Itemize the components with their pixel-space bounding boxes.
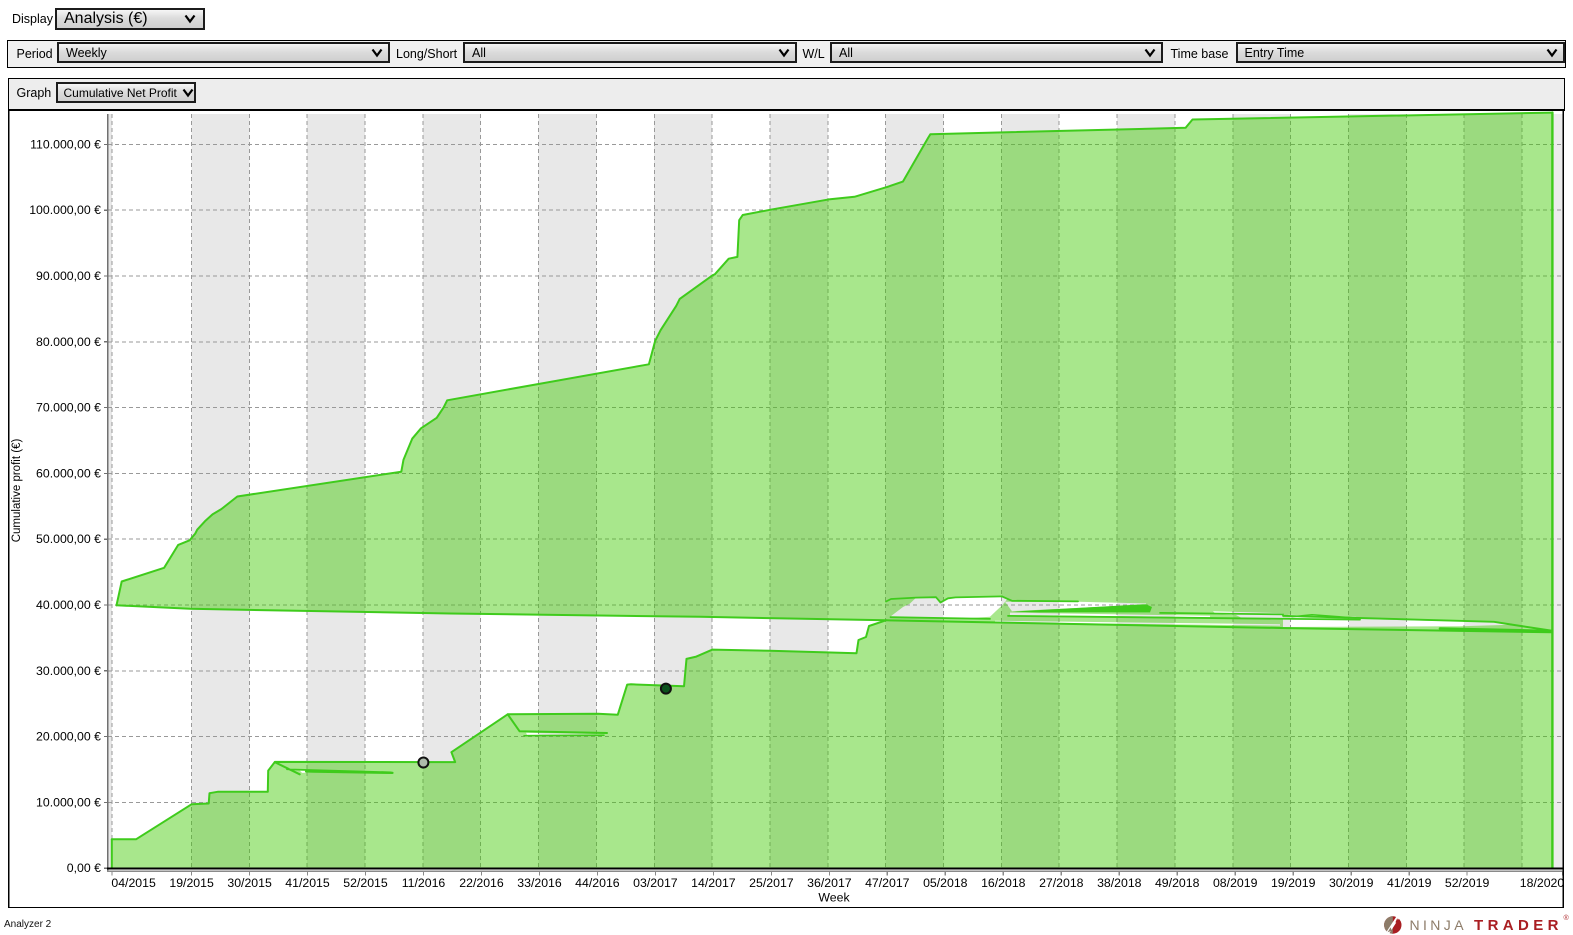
svg-text:22/2016: 22/2016 <box>459 876 504 890</box>
svg-text:52/2019: 52/2019 <box>1445 876 1490 890</box>
svg-text:44/2016: 44/2016 <box>575 876 620 890</box>
svg-text:20.000,00 €: 20.000,00 € <box>36 730 101 744</box>
svg-text:52/2015: 52/2015 <box>343 876 388 890</box>
svg-text:49/2018: 49/2018 <box>1155 876 1200 890</box>
svg-text:10.000,00 €: 10.000,00 € <box>36 795 101 809</box>
svg-text:05/2018: 05/2018 <box>923 876 968 890</box>
svg-text:90.000,00 €: 90.000,00 € <box>36 269 101 283</box>
svg-text:30/2015: 30/2015 <box>227 876 272 890</box>
svg-text:38/2018: 38/2018 <box>1097 876 1142 890</box>
svg-text:19/2019: 19/2019 <box>1271 876 1316 890</box>
svg-text:50.000,00 €: 50.000,00 € <box>36 532 101 546</box>
svg-text:03/2017: 03/2017 <box>633 876 678 890</box>
svg-text:47/2017: 47/2017 <box>865 876 910 890</box>
svg-text:36/2017: 36/2017 <box>807 876 852 890</box>
svg-text:70.000,00 €: 70.000,00 € <box>36 401 101 415</box>
svg-text:41/2019: 41/2019 <box>1387 876 1432 890</box>
svg-text:33/2016: 33/2016 <box>517 876 562 890</box>
svg-text:08/2019: 08/2019 <box>1213 876 1258 890</box>
svg-text:Week: Week <box>818 891 850 905</box>
svg-text:Cumulative profit (€): Cumulative profit (€) <box>11 439 23 543</box>
svg-text:14/2017: 14/2017 <box>691 876 736 890</box>
svg-text:60.000,00 €: 60.000,00 € <box>36 466 101 480</box>
svg-text:27/2018: 27/2018 <box>1039 876 1084 890</box>
svg-text:100.000,00 €: 100.000,00 € <box>29 203 101 217</box>
svg-text:30/2019: 30/2019 <box>1329 876 1374 890</box>
svg-text:30.000,00 €: 30.000,00 € <box>36 664 101 678</box>
svg-text:41/2015: 41/2015 <box>285 876 330 890</box>
svg-text:80.000,00 €: 80.000,00 € <box>36 335 101 349</box>
svg-text:110.000,00 €: 110.000,00 € <box>30 137 101 151</box>
svg-text:04/2015: 04/2015 <box>111 876 156 890</box>
svg-text:40.000,00 €: 40.000,00 € <box>36 598 101 612</box>
svg-text:16/2018: 16/2018 <box>981 876 1026 890</box>
svg-text:0,00 €: 0,00 € <box>67 861 101 875</box>
svg-text:18/2020: 18/2020 <box>1520 876 1564 890</box>
svg-text:11/2016: 11/2016 <box>402 876 446 890</box>
svg-text:25/2017: 25/2017 <box>749 876 794 890</box>
svg-text:19/2015: 19/2015 <box>169 876 214 890</box>
